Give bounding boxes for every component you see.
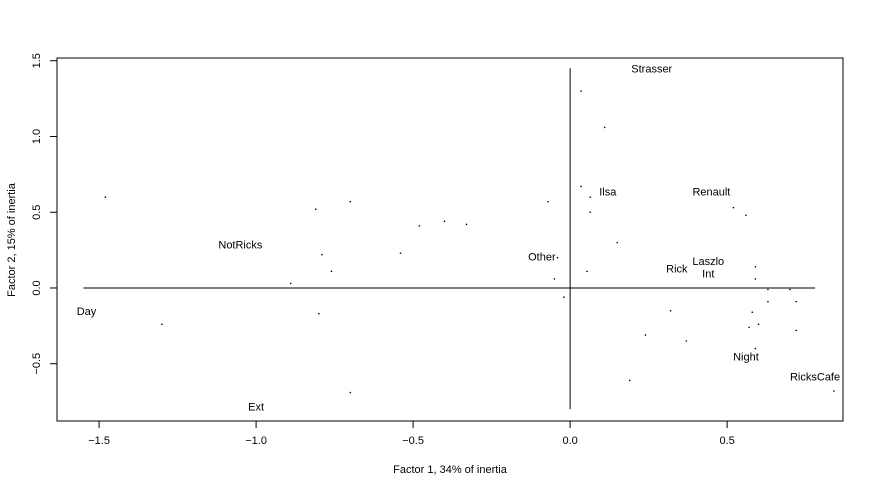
point [289,282,292,285]
point [161,323,163,326]
point [795,329,798,332]
point [628,379,631,382]
point [104,196,107,198]
y-tick-label: −0.5 [31,353,43,375]
point [685,340,688,342]
point [732,206,735,209]
point [603,126,606,129]
point [751,311,754,314]
point [757,323,760,326]
point [556,256,559,259]
plot-box [56,57,844,422]
point [644,334,647,336]
point [349,200,352,203]
x-tick-label: −1.0 [245,435,267,447]
point-label: RicksCafe [790,371,840,383]
y-tick-label: 1.0 [31,129,43,144]
point [589,211,592,214]
point-label: Ilsa [599,186,617,198]
point [318,312,320,315]
point [547,200,549,203]
point [669,309,672,312]
x-axis-label: Factor 1, 34% of inertia [393,464,508,476]
point [767,288,769,291]
y-tick-label: 1.5 [31,53,43,68]
point [553,278,556,280]
point-label: Renault [692,186,730,198]
point [795,300,798,303]
point-label: Day [77,306,97,318]
point-label: NotRicks [218,239,263,251]
point [580,90,582,92]
point [349,391,352,394]
y-tick-label: 0.0 [31,280,43,295]
point [563,296,565,298]
point [754,347,757,350]
point [399,252,402,254]
point [314,208,317,210]
point-label: Laszlo [692,256,724,268]
point-label: Strasser [631,64,672,76]
point [589,196,592,198]
point [833,390,835,392]
point [443,220,446,223]
x-tick-label: −1.5 [88,435,110,447]
point [418,225,421,227]
point [745,214,747,217]
point [465,223,468,226]
point-label: Night [733,352,759,364]
point [616,241,619,244]
point [748,326,750,329]
point-label: Rick [666,264,688,276]
point [767,300,769,303]
point [789,288,791,291]
x-tick-label: 0.5 [719,435,734,447]
point [330,270,333,273]
point [321,253,323,256]
point-label: Ext [248,402,264,414]
x-tick-label: 0.0 [562,435,577,447]
point [754,265,757,268]
y-tick-label: 0.5 [31,205,43,220]
point-label: Int [702,268,714,280]
point-label: Other [528,252,556,264]
point [580,185,582,188]
point [586,270,588,273]
y-axis-label: Factor 2, 15% of inertia [6,182,18,297]
point [754,278,757,280]
x-tick-label: −0.5 [402,435,424,447]
